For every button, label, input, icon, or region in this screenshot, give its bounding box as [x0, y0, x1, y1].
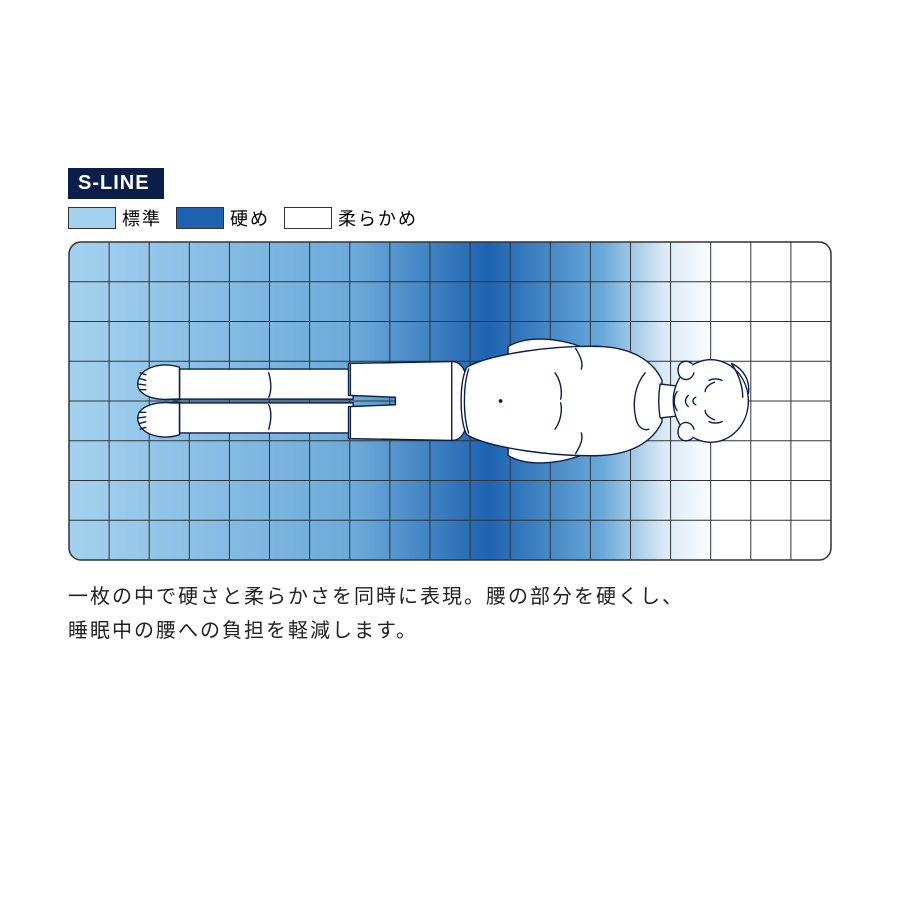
title-badge: S-LINE [68, 168, 164, 199]
mattress-diagram [68, 241, 832, 566]
legend-label-0: 標準 [122, 205, 162, 231]
legend-swatch-0 [68, 207, 116, 229]
description: 一枚の中で硬さと柔らかさを同時に表現。腰の部分を硬くし、 睡眠中の腰への負担を軽… [68, 580, 832, 648]
diagram-svg [68, 241, 832, 561]
description-line-2: 睡眠中の腰への負担を軽減します。 [68, 614, 832, 648]
legend: 標準 硬め 柔らかめ [68, 205, 832, 231]
legend-swatch-1 [176, 207, 224, 229]
description-line-1: 一枚の中で硬さと柔らかさを同時に表現。腰の部分を硬くし、 [68, 580, 832, 614]
legend-swatch-2 [284, 207, 332, 229]
legend-label-2: 柔らかめ [338, 205, 418, 231]
legend-label-1: 硬め [230, 205, 270, 231]
